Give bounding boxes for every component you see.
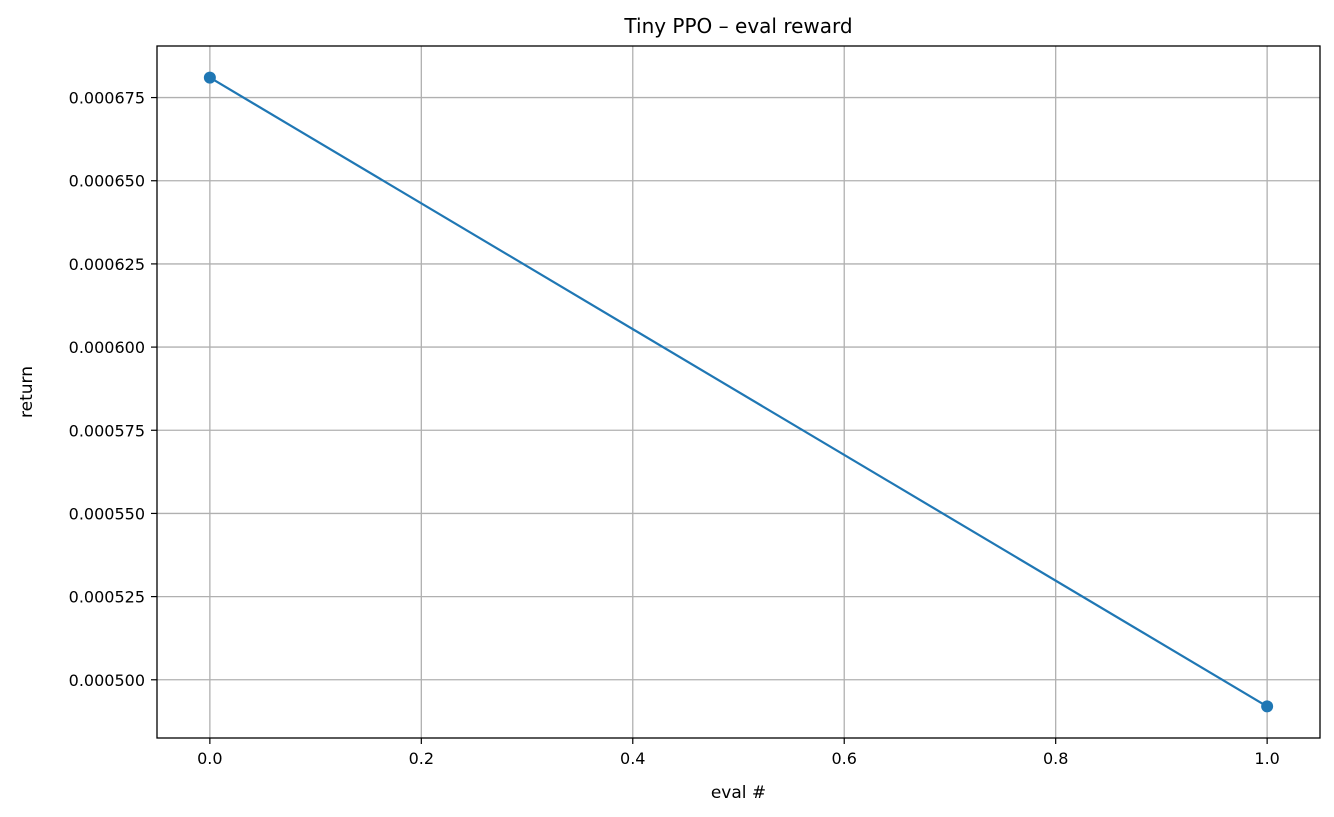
x-tick-label: 0.6 xyxy=(832,749,857,768)
y-tick-label: 0.000500 xyxy=(69,671,145,690)
chart-title: Tiny PPO – eval reward xyxy=(623,14,852,38)
x-tick-label: 1.0 xyxy=(1254,749,1279,768)
x-tick-label: 0.4 xyxy=(620,749,645,768)
grid-lines xyxy=(157,46,1320,738)
plot-frame xyxy=(156,45,1321,739)
series-layer xyxy=(203,71,1274,713)
y-tick-label: 0.000600 xyxy=(69,338,145,357)
y-tick-label: 0.000525 xyxy=(69,588,145,607)
data-point xyxy=(1261,700,1274,713)
series-line xyxy=(209,76,1268,708)
y-axis-label: return xyxy=(17,366,37,418)
y-tick-label: 0.000675 xyxy=(69,89,145,108)
data-point xyxy=(203,71,216,84)
y-tick-label: 0.000650 xyxy=(69,172,145,191)
x-tick-label: 0.2 xyxy=(409,749,434,768)
y-tick-label: 0.000575 xyxy=(69,421,145,440)
y-tick-label: 0.000625 xyxy=(69,255,145,274)
y-tick-label: 0.000550 xyxy=(69,504,145,523)
x-axis-label: eval # xyxy=(711,783,766,803)
x-tick-label: 0.8 xyxy=(1043,749,1068,768)
x-tick-label: 0.0 xyxy=(197,749,222,768)
ticks: 0.0 0.2 0.4 0.6 0.8 1.0 0.000500 0.000525 0.0005… xyxy=(69,89,1280,768)
